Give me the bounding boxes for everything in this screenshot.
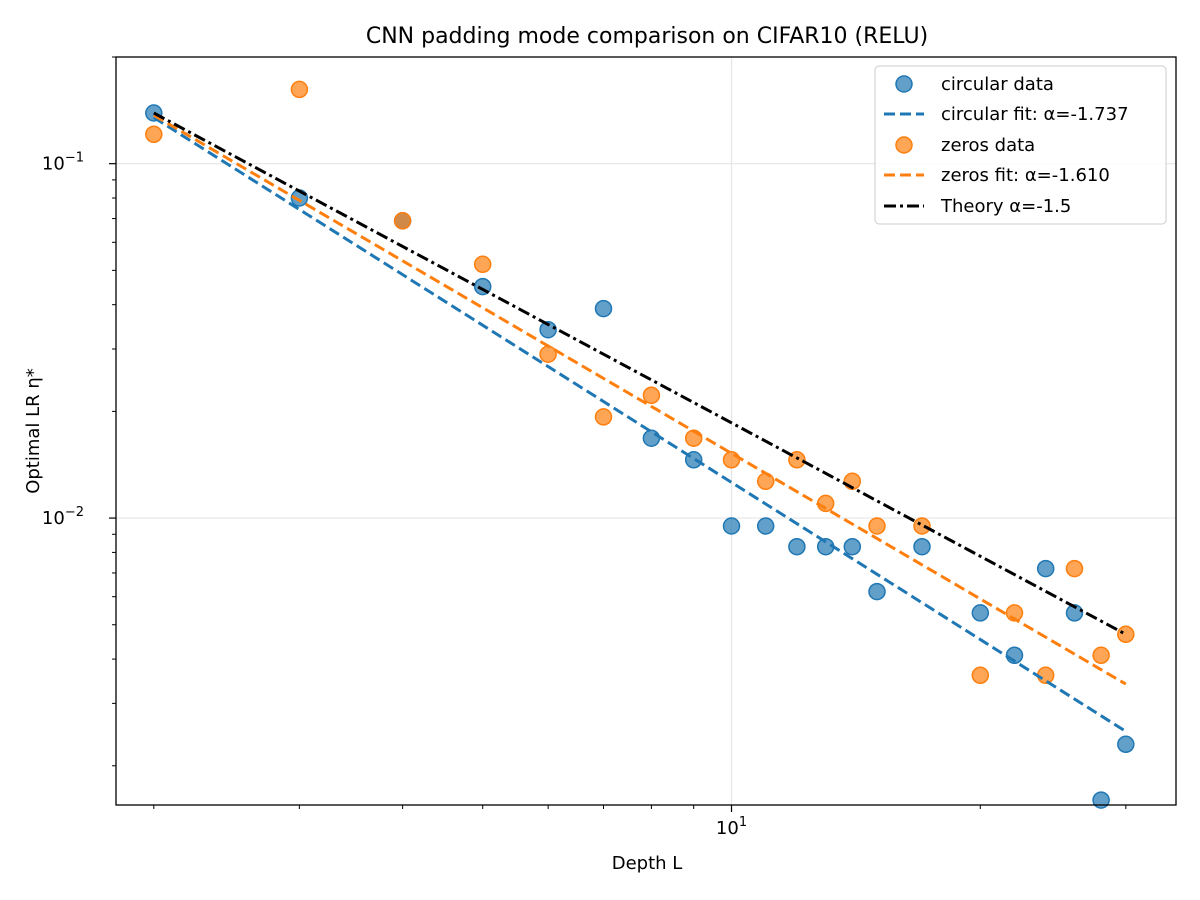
legend-label-zeros-fit: zeros fit: α=-1.610 xyxy=(941,165,1110,186)
point-circular-data xyxy=(1065,604,1084,622)
point-zeros-data xyxy=(971,666,990,685)
plot-frame xyxy=(115,56,1177,806)
point-circular-data xyxy=(642,429,661,447)
point-zeros-data xyxy=(642,386,661,405)
point-zeros-data xyxy=(1036,666,1055,685)
legend-label-circular-data: circular data xyxy=(941,74,1054,95)
point-circular-data xyxy=(594,299,613,318)
point-circular-data xyxy=(1036,559,1055,578)
point-circular-data xyxy=(843,537,862,556)
point-circular-data xyxy=(913,537,931,556)
series-layer xyxy=(145,80,1135,809)
point-zeros-data xyxy=(788,451,806,469)
y-tick-label: 10−2 xyxy=(42,505,84,529)
point-zeros-data xyxy=(868,517,886,535)
minor-ticks xyxy=(112,56,1127,809)
point-circular-data xyxy=(1117,735,1135,754)
point-zeros-data xyxy=(539,345,557,363)
point-zeros-data xyxy=(756,472,775,491)
y-axis-label: Optimal LR η* xyxy=(23,368,44,494)
point-circular-data xyxy=(788,537,806,556)
legend-label-zeros-data: zeros data xyxy=(941,135,1035,156)
point-circular-data xyxy=(971,604,990,622)
legend-marker-zeros-data xyxy=(895,136,913,154)
x-axis-label: Depth L xyxy=(612,853,683,874)
point-zeros-data xyxy=(290,80,309,99)
point-zeros-data xyxy=(145,125,163,144)
series-zeros-data xyxy=(145,80,1135,685)
point-zeros-data xyxy=(594,408,613,426)
point-circular-data xyxy=(756,517,775,535)
point-zeros-data xyxy=(473,255,492,274)
y-tick-label: 10−1 xyxy=(42,151,84,175)
point-circular-data xyxy=(539,320,557,339)
point-zeros-data xyxy=(1117,625,1135,644)
point-circular-data xyxy=(868,582,886,601)
point-zeros-data xyxy=(1065,559,1084,578)
legend-frame xyxy=(874,65,1167,225)
legend-label-circular-fit: circular fit: α=-1.737 xyxy=(941,104,1129,125)
point-zeros-data xyxy=(393,212,412,230)
line-zeros-fit-1-610 xyxy=(153,113,1127,686)
point-zeros-data xyxy=(722,451,741,469)
legend: circular data circular fit: α=-1.737 zer… xyxy=(874,65,1167,225)
chart-title: CNN padding mode comparison on CIFAR10 (… xyxy=(366,24,928,49)
legend-label-theory: Theory α=-1.5 xyxy=(940,196,1071,217)
point-zeros-data xyxy=(1092,646,1110,665)
legend-marker-circular-data xyxy=(895,75,913,93)
point-circular-data xyxy=(722,517,741,535)
point-circular-data xyxy=(1092,791,1110,809)
point-zeros-data xyxy=(913,517,931,535)
